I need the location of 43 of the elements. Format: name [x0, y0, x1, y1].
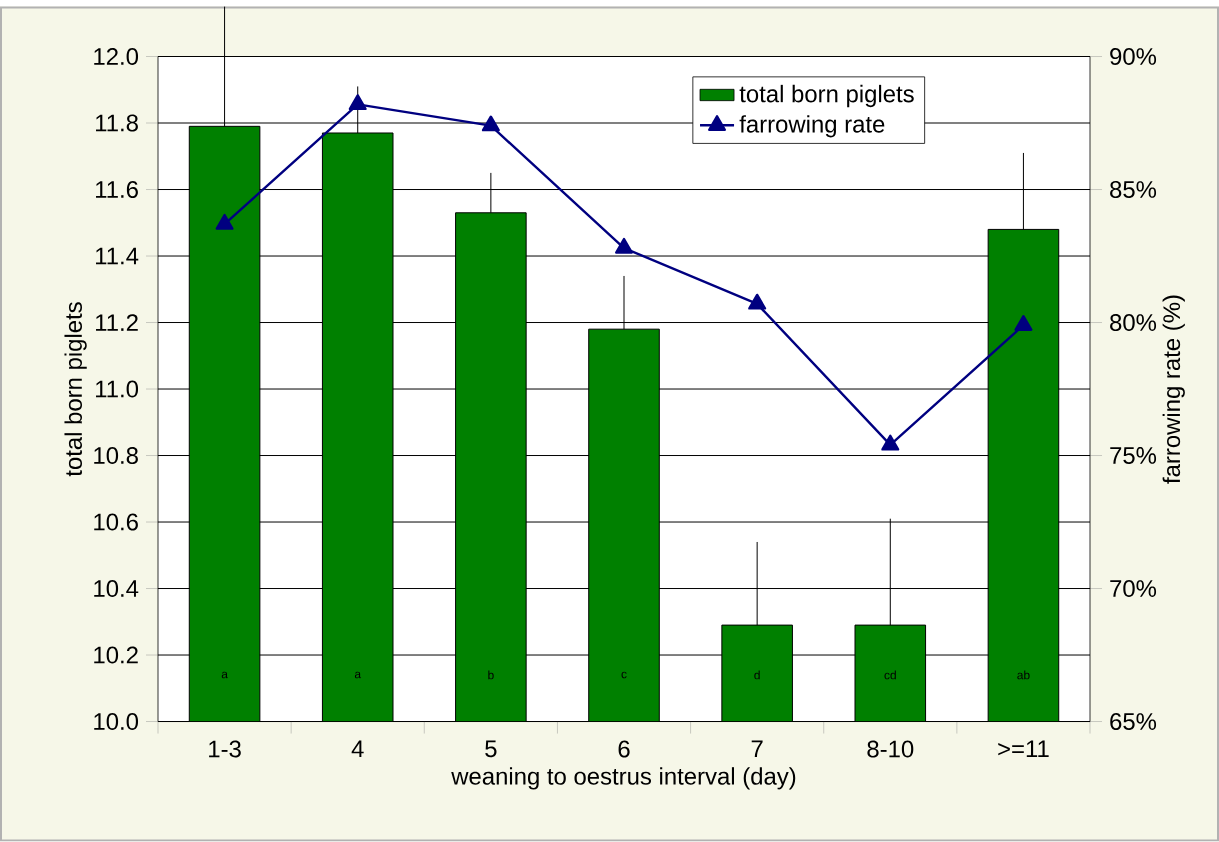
y2-axis-title: farrowing rate (%)	[1162, 295, 1185, 484]
point	[1014, 315, 1033, 332]
legend-label: total born piglets	[739, 85, 914, 108]
annotation: ab	[1017, 670, 1030, 680]
y-tick-label: 11.2	[96, 314, 138, 332]
y-tick-label: 10.6	[94, 513, 138, 531]
annotation: b	[488, 670, 494, 680]
point	[348, 94, 367, 111]
annotation: a	[221, 671, 228, 679]
y-tick-label: 10.8	[94, 447, 138, 465]
y-tick-label: 11.6	[96, 181, 138, 199]
y-tick-label: 11.4	[96, 248, 139, 265]
y2-tick-label: 65%	[1110, 713, 1157, 731]
point	[881, 434, 900, 451]
y-tick-label: 10.0	[94, 713, 139, 731]
y-axis-title: total born piglets	[64, 302, 87, 477]
x-tick-label: 5	[485, 740, 497, 758]
y2-tick-label: 90%	[1110, 48, 1157, 66]
x-axis-title: weaning to oestrus interval (day)	[451, 767, 796, 790]
x-tick-label: 6	[618, 740, 630, 758]
annotation: d	[754, 670, 760, 680]
y-tick-label: 11.8	[96, 114, 138, 132]
y2-tick-label: 75%	[1110, 447, 1157, 465]
y-tick-label: 10.2	[94, 646, 138, 664]
point	[481, 115, 500, 132]
point	[615, 238, 634, 254]
x-tick-label: >=11	[998, 740, 1049, 758]
x-tick-label: 8-10	[867, 740, 914, 758]
annotation: c	[621, 671, 627, 679]
x-tick-label: 4	[351, 740, 364, 758]
annotation: a	[354, 671, 362, 679]
y2-tick-label: 85%	[1110, 181, 1157, 199]
y-tick-label: 12.0	[94, 48, 139, 66]
point	[748, 293, 767, 310]
legend-label: farrowing rate	[739, 115, 885, 138]
y2-tick-label: 70%	[1110, 580, 1157, 598]
y-tick-label: 11.0	[96, 380, 139, 398]
x-tick-label: 7	[751, 740, 763, 758]
y-tick-label: 10.4	[94, 580, 139, 598]
annotation: cd	[884, 670, 896, 680]
point	[215, 214, 234, 231]
x-tick-label: 1-3	[209, 740, 241, 758]
y2-tick-label: 80%	[1110, 314, 1157, 332]
